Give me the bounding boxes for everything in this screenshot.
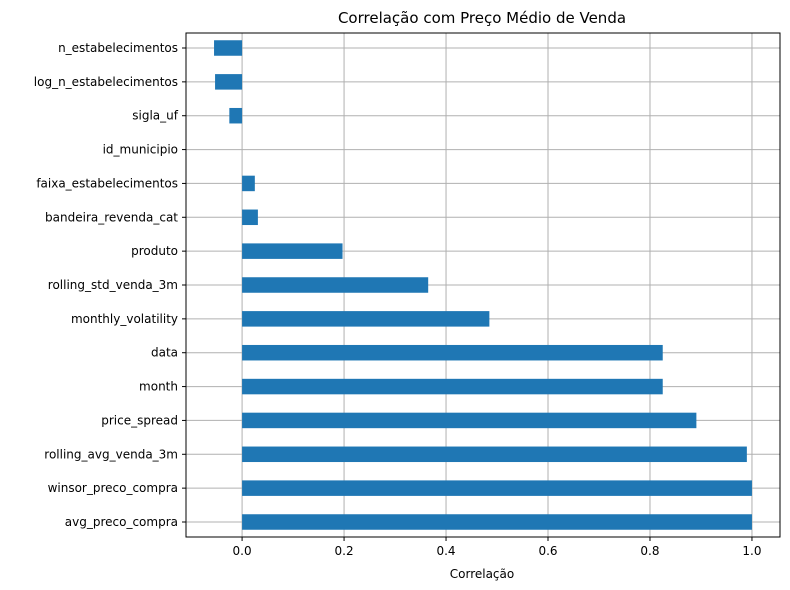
bar-sigla_uf [229, 107, 243, 124]
bar-month [242, 378, 663, 395]
bar-rolling_avg_venda_3m [242, 446, 747, 463]
x-tick-label-5: 1.0 [742, 544, 761, 558]
bar-faixa_estabelecimentos [242, 175, 255, 192]
y-axis-ticks: n_estabelecimentos log_n_estabelecimentos… [34, 41, 186, 529]
y-tick-label-price_spread: price_spread [101, 413, 178, 427]
x-axis-ticks: 0.0 0.2 0.4 0.6 0.8 1.0 [233, 537, 762, 558]
bar-price_spread [242, 412, 697, 429]
bars [214, 40, 752, 530]
y-tick-label-bandeira_revenda_cat: bandeira_revenda_cat [45, 210, 178, 224]
bar-avg_preco_compra [242, 514, 752, 530]
x-tick-label-3: 0.6 [538, 544, 557, 558]
y-tick-label-rolling_std_venda_3m: rolling_std_venda_3m [48, 278, 178, 292]
y-tick-label-avg_preco_compra: avg_preco_compra [65, 515, 178, 529]
x-axis-label: Correlação [450, 567, 514, 581]
bar-monthly_volatility [242, 311, 490, 327]
x-tick-label-2: 0.4 [436, 544, 455, 558]
x-tick-label-1: 0.2 [335, 544, 354, 558]
y-tick-label-faixa_estabelecimentos: faixa_estabelecimentos [36, 176, 178, 190]
y-tick-label-rolling_avg_venda_3m: rolling_avg_venda_3m [44, 447, 178, 461]
y-tick-label-produto: produto [131, 244, 178, 258]
y-tick-label-data: data [151, 346, 178, 360]
bar-bandeira_revenda_cat [242, 209, 258, 226]
y-tick-label-month: month [139, 380, 178, 394]
y-tick-label-sigla_uf: sigla_uf [132, 109, 178, 123]
y-tick-label-log_n_estabelecimentos: log_n_estabelecimentos [34, 75, 178, 89]
chart-title: Correlação com Preço Médio de Venda [338, 9, 626, 27]
y-tick-label-n_estabelecimentos: n_estabelecimentos [58, 41, 178, 55]
bar-winsor_preco_compra [242, 480, 752, 496]
bar-log_n_estabelecimentos [215, 74, 243, 90]
x-tick-label-4: 0.8 [640, 544, 659, 558]
bar-n_estabelecimentos [214, 40, 243, 56]
y-tick-label-monthly_volatility: monthly_volatility [71, 312, 178, 326]
bar-produto [242, 243, 343, 259]
bar-rolling_std_venda_3m [242, 277, 429, 293]
x-tick-label-0: 0.0 [233, 544, 252, 558]
y-tick-label-winsor_preco_compra: winsor_preco_compra [48, 481, 178, 495]
y-tick-label-id_municipio: id_municipio [103, 143, 178, 157]
bar-data [242, 344, 663, 361]
